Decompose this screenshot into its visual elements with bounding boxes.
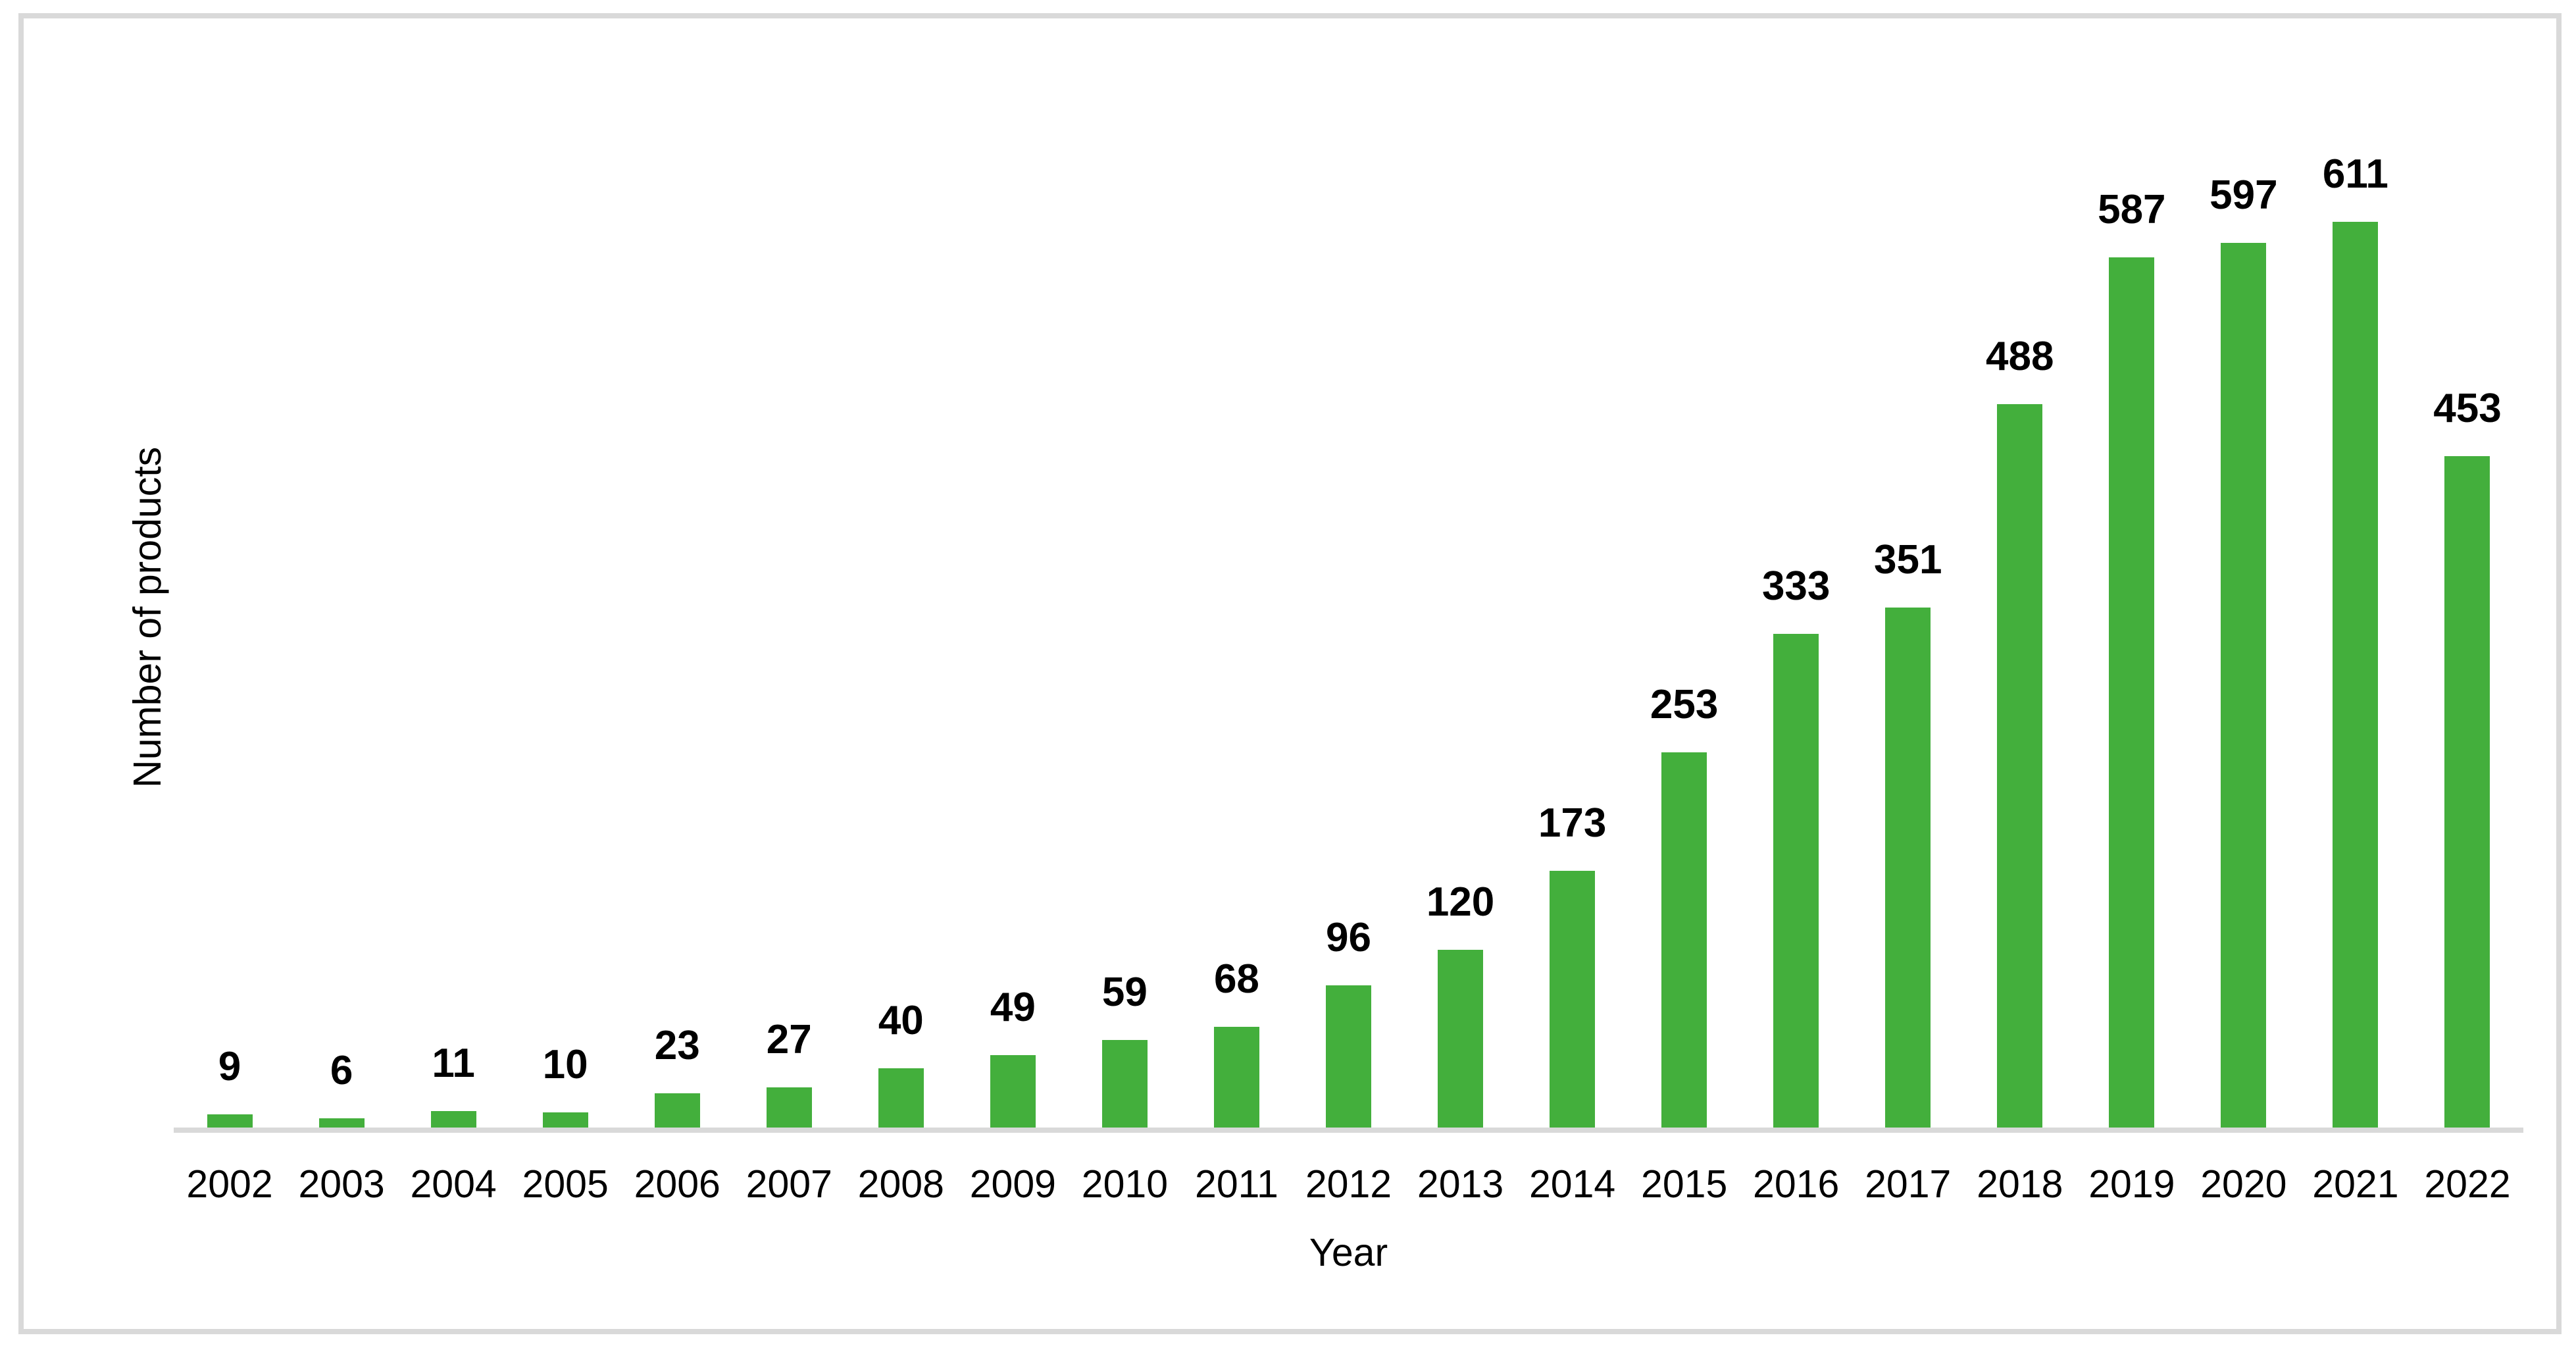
bar	[430, 1111, 476, 1128]
bar-column-2013: 120	[1405, 18, 1517, 1128]
bar-value-label: 587	[2098, 187, 2166, 232]
bar-value-label: 453	[2433, 386, 2502, 431]
bar	[2109, 257, 2155, 1128]
bar-column-2003: 6	[286, 18, 397, 1128]
bar-value-label: 68	[1213, 956, 1259, 1002]
bar-value-label: 253	[1650, 682, 1719, 727]
bar-column-2017: 351	[1852, 18, 1964, 1128]
bar-value-label: 27	[766, 1017, 812, 1062]
bar-value-label: 23	[654, 1023, 700, 1068]
bar-column-2014: 173	[1517, 18, 1629, 1128]
bar	[2333, 222, 2379, 1128]
x-tick-label: 2021	[2312, 1162, 2399, 1206]
bar	[654, 1093, 700, 1128]
bar	[1997, 404, 2043, 1128]
x-tick-label: 2002	[186, 1162, 273, 1206]
x-tick-label: 2017	[1865, 1162, 1952, 1206]
bar-value-label: 120	[1426, 879, 1495, 925]
bar	[318, 1118, 365, 1128]
x-tick-label: 2006	[634, 1162, 720, 1206]
x-tick-label: 2013	[1417, 1162, 1504, 1206]
bar-column-2002: 9	[174, 18, 286, 1128]
bar-column-2019: 587	[2076, 18, 2188, 1128]
bar	[766, 1087, 812, 1128]
bar-column-2007: 27	[733, 18, 845, 1128]
bar-value-label: 49	[990, 985, 1036, 1030]
bar	[1325, 985, 1371, 1128]
bar	[1885, 608, 1931, 1128]
x-tick-label: 2011	[1195, 1162, 1278, 1206]
bar-column-2016: 333	[1740, 18, 1852, 1128]
x-tick-label: 2003	[298, 1162, 385, 1206]
x-tick-label: 2020	[2200, 1162, 2287, 1206]
bar	[990, 1055, 1036, 1128]
bar	[1550, 871, 1596, 1128]
bar	[2444, 456, 2490, 1128]
x-tick-label: 2022	[2424, 1162, 2511, 1206]
bar	[2221, 243, 2267, 1128]
bar	[542, 1112, 588, 1128]
bar-column-2018: 488	[1964, 18, 2076, 1128]
bar-column-2006: 23	[621, 18, 733, 1128]
x-tick-label: 2012	[1305, 1162, 1392, 1206]
bar	[1773, 634, 1819, 1128]
x-tick-label: 2009	[969, 1162, 1056, 1206]
x-tick-label: 2007	[745, 1162, 832, 1206]
bar	[1213, 1027, 1259, 1128]
bar-value-label: 40	[878, 998, 924, 1043]
bar-value-label: 351	[1874, 537, 1942, 583]
x-tick-label: 2008	[857, 1162, 944, 1206]
x-tick-label: 2005	[522, 1162, 609, 1206]
bar-column-2020: 597	[2188, 18, 2300, 1128]
plot-area: 9 6 11 10 23 27 40 49 59 68 96 120 173 253 333 351 488 58…	[174, 18, 2523, 1128]
x-axis-tick-labels: 2002 2003 2004 2005 2006 2007 2008 2009 2010 2011…	[174, 1162, 2523, 1214]
bar	[1438, 950, 1484, 1128]
x-tick-label: 2015	[1641, 1162, 1728, 1206]
bar-column-2005: 10	[509, 18, 621, 1128]
x-tick-label: 2004	[410, 1162, 497, 1206]
bar	[207, 1114, 253, 1128]
bar-column-2012: 96	[1292, 18, 1404, 1128]
x-tick-label: 2010	[1081, 1162, 1169, 1206]
bar-column-2004: 11	[397, 18, 509, 1128]
bar-value-label: 488	[1986, 334, 2054, 379]
bar-value-label: 6	[330, 1048, 353, 1093]
bar-value-label: 173	[1538, 800, 1607, 846]
bar	[1101, 1040, 1148, 1128]
bar-column-2008: 40	[845, 18, 957, 1128]
chart-frame: Number of products 9 6 11 10 23 27 40 49 59 68 96 1…	[18, 13, 2562, 1334]
bar	[1661, 752, 1707, 1128]
x-tick-label: 2018	[1977, 1162, 2063, 1206]
bar	[878, 1068, 924, 1128]
x-tick-label: 2014	[1528, 1162, 1616, 1206]
x-tick-label: 2019	[2088, 1162, 2175, 1206]
bar-column-2015: 253	[1629, 18, 1740, 1128]
bar-value-label: 333	[1761, 563, 1831, 609]
bar-column-2009: 49	[957, 18, 1069, 1128]
bar-column-2011: 68	[1180, 18, 1292, 1128]
bar-value-label: 597	[2210, 172, 2278, 218]
bar-value-label: 59	[1101, 970, 1148, 1015]
bar-value-label: 96	[1326, 915, 1371, 960]
bar-value-label: 11	[432, 1041, 475, 1086]
x-tick-label: 2016	[1753, 1162, 1840, 1206]
y-axis-title: Number of products	[126, 446, 169, 789]
bar-column-2021: 611	[2300, 18, 2412, 1128]
bar-column-2022: 453	[2412, 18, 2523, 1128]
bar-column-2010: 59	[1069, 18, 1180, 1128]
x-axis-line	[174, 1128, 2523, 1133]
bar-value-label: 9	[218, 1044, 241, 1089]
bar-value-label: 611	[2322, 151, 2388, 197]
x-axis-title: Year	[1309, 1231, 1388, 1274]
bar-value-label: 10	[542, 1042, 588, 1087]
